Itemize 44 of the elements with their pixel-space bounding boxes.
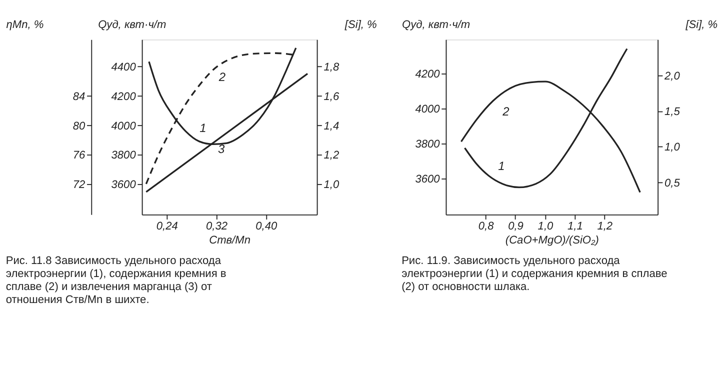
y2-tick-label: 1,0 bbox=[324, 179, 340, 192]
y-axis-title: Qуд, квт·ч/т bbox=[402, 18, 470, 31]
annotation: 1 bbox=[498, 159, 505, 174]
annotation: 2 bbox=[218, 70, 226, 84]
x-tick-label: 0,24 bbox=[156, 220, 178, 233]
y2-tick-label: 1,6 bbox=[324, 90, 340, 103]
y2-tick-label: 1,5 bbox=[664, 106, 681, 118]
x-tick-label: 0,32 bbox=[206, 220, 228, 233]
x-axis-title: Cтв/Mn bbox=[209, 234, 250, 246]
y3-axis-title: ηMn, % bbox=[6, 18, 44, 31]
y-tick-label: 3800 bbox=[415, 138, 441, 151]
annotation: 3 bbox=[218, 142, 225, 156]
y2-tick-label: 1,2 bbox=[324, 150, 340, 162]
x-tick-label: 0,9 bbox=[508, 220, 524, 233]
text: Рис. 11.9. Зависимость удельного расхода электроэнергии (1) и содержания кремния в сплаве (2) от основности шлака. bbox=[402, 255, 668, 293]
y2-tick-label: 1,4 bbox=[324, 120, 340, 132]
y-tick-label: 4000 bbox=[111, 120, 137, 132]
y-tick-label: 3800 bbox=[111, 150, 137, 162]
x-tick-label: 1,1 bbox=[567, 220, 583, 233]
annotation: 1 bbox=[200, 121, 206, 136]
x-tick-label: 0,40 bbox=[256, 220, 278, 233]
y-tick-label: 4000 bbox=[415, 104, 441, 116]
text: Рис. 11.8 Зависимость удельного расхода электроэнергии (1), содержания кремния в сплаве (2) и извлечения марганца (3) от отношения Cтв/Mn в шихте. bbox=[6, 255, 226, 306]
y2-axis-title: [Si], % bbox=[344, 18, 378, 31]
y2-tick-label: 2,0 bbox=[664, 70, 681, 82]
y-tick-label: 3600 bbox=[111, 179, 137, 192]
y3-tick-label: 80 bbox=[72, 120, 86, 132]
y2-tick-label: 1,0 bbox=[664, 142, 681, 154]
x-tick-label: 1,2 bbox=[597, 220, 613, 233]
x-axis-title: (CaO+MgO)/(SiO₂) bbox=[505, 234, 600, 246]
y-tick-label: 4400 bbox=[111, 62, 137, 74]
annotation: 2 bbox=[502, 104, 510, 119]
y3-tick-label: 84 bbox=[72, 90, 86, 103]
y2-axis-title: [Si], % bbox=[684, 18, 718, 31]
x-tick-label: 1,0 bbox=[538, 220, 554, 233]
y-tick-label: 3600 bbox=[415, 174, 441, 186]
y3-tick-label: 76 bbox=[72, 150, 86, 162]
y2-tick-label: 0,5 bbox=[664, 177, 681, 190]
x-tick-label: 0,8 bbox=[478, 220, 495, 233]
y3-tick-label: 72 bbox=[72, 179, 86, 192]
y-tick-label: 4200 bbox=[111, 90, 137, 103]
y2-tick-label: 1,8 bbox=[324, 62, 340, 74]
y-tick-label: 4200 bbox=[415, 68, 441, 81]
y-axis-title: Qуд, квт·ч/т bbox=[98, 18, 166, 31]
